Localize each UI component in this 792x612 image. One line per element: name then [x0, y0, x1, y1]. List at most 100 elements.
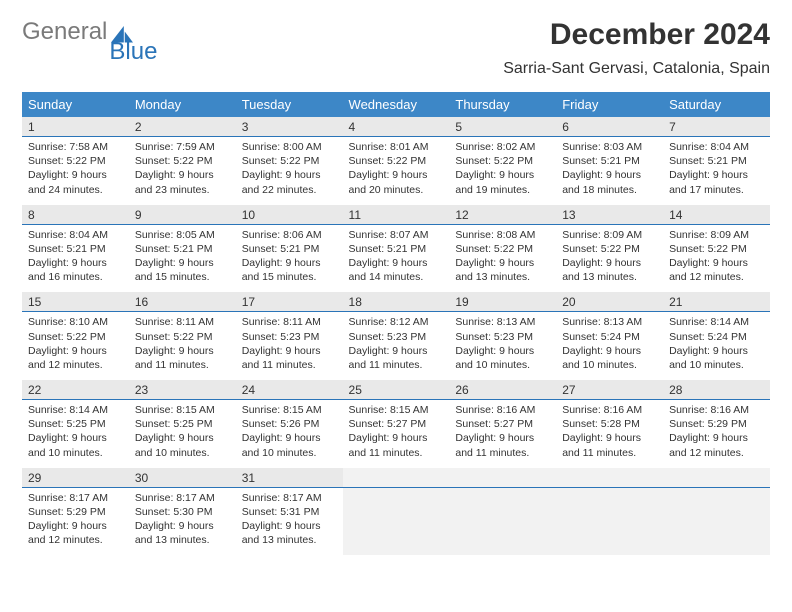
day-cell: Sunrise: 7:58 AMSunset: 5:22 PMDaylight:…	[22, 137, 129, 205]
sunrise-text: Sunrise: 8:15 AM	[242, 403, 337, 417]
sunset-text: Sunset: 5:26 PM	[242, 417, 337, 431]
day-number: 31	[236, 468, 343, 488]
day-cell	[556, 487, 663, 555]
sunset-text: Sunset: 5:22 PM	[28, 154, 123, 168]
sunset-text: Sunset: 5:21 PM	[669, 154, 764, 168]
day-number: 29	[22, 468, 129, 488]
sunset-text: Sunset: 5:24 PM	[669, 330, 764, 344]
sunset-text: Sunset: 5:22 PM	[349, 154, 444, 168]
daylight-line2: and 10 minutes.	[669, 358, 764, 372]
day-cell: Sunrise: 8:11 AMSunset: 5:22 PMDaylight:…	[129, 312, 236, 380]
day-number: 15	[22, 292, 129, 312]
daylight-line1: Daylight: 9 hours	[135, 431, 230, 445]
day-number: 23	[129, 380, 236, 400]
daylight-line2: and 12 minutes.	[28, 533, 123, 547]
sunset-text: Sunset: 5:22 PM	[28, 330, 123, 344]
daylight-line1: Daylight: 9 hours	[349, 168, 444, 182]
week-number-row: 1234567	[22, 117, 770, 137]
sunset-text: Sunset: 5:31 PM	[242, 505, 337, 519]
daylight-line1: Daylight: 9 hours	[455, 431, 550, 445]
daylight-line1: Daylight: 9 hours	[669, 431, 764, 445]
day-cell: Sunrise: 8:04 AMSunset: 5:21 PMDaylight:…	[22, 224, 129, 292]
day-number: 26	[449, 380, 556, 400]
daylight-line2: and 13 minutes.	[135, 533, 230, 547]
sunset-text: Sunset: 5:22 PM	[242, 154, 337, 168]
daylight-line1: Daylight: 9 hours	[669, 344, 764, 358]
daylight-line1: Daylight: 9 hours	[28, 431, 123, 445]
daylight-line2: and 17 minutes.	[669, 183, 764, 197]
sunrise-text: Sunrise: 8:14 AM	[28, 403, 123, 417]
day-cell: Sunrise: 8:03 AMSunset: 5:21 PMDaylight:…	[556, 137, 663, 205]
day-cell: Sunrise: 8:14 AMSunset: 5:25 PMDaylight:…	[22, 400, 129, 468]
daylight-line1: Daylight: 9 hours	[28, 256, 123, 270]
sunset-text: Sunset: 5:27 PM	[349, 417, 444, 431]
day-cell	[449, 487, 556, 555]
header: General Blue December 2024 Sarria-Sant G…	[22, 18, 770, 78]
day-header-row: SundayMondayTuesdayWednesdayThursdayFrid…	[22, 92, 770, 117]
day-number: 30	[129, 468, 236, 488]
sunrise-text: Sunrise: 8:16 AM	[669, 403, 764, 417]
daylight-line2: and 13 minutes.	[562, 270, 657, 284]
sunrise-text: Sunrise: 8:17 AM	[242, 491, 337, 505]
sunset-text: Sunset: 5:21 PM	[349, 242, 444, 256]
day-number: 22	[22, 380, 129, 400]
day-number: 5	[449, 117, 556, 137]
daylight-line1: Daylight: 9 hours	[135, 344, 230, 358]
day-header: Thursday	[449, 92, 556, 117]
daylight-line1: Daylight: 9 hours	[242, 168, 337, 182]
day-cell: Sunrise: 8:02 AMSunset: 5:22 PMDaylight:…	[449, 137, 556, 205]
day-header: Friday	[556, 92, 663, 117]
day-number: 18	[343, 292, 450, 312]
daylight-line2: and 12 minutes.	[669, 270, 764, 284]
day-cell: Sunrise: 8:17 AMSunset: 5:31 PMDaylight:…	[236, 487, 343, 555]
sunset-text: Sunset: 5:25 PM	[28, 417, 123, 431]
brand-part1: General	[22, 18, 107, 46]
sunrise-text: Sunrise: 8:09 AM	[562, 228, 657, 242]
sunset-text: Sunset: 5:23 PM	[455, 330, 550, 344]
daylight-line2: and 10 minutes.	[455, 358, 550, 372]
daylight-line2: and 12 minutes.	[28, 358, 123, 372]
sunset-text: Sunset: 5:25 PM	[135, 417, 230, 431]
daylight-line1: Daylight: 9 hours	[455, 256, 550, 270]
sunset-text: Sunset: 5:28 PM	[562, 417, 657, 431]
day-number: 19	[449, 292, 556, 312]
day-cell: Sunrise: 8:13 AMSunset: 5:23 PMDaylight:…	[449, 312, 556, 380]
daylight-line2: and 14 minutes.	[349, 270, 444, 284]
sunrise-text: Sunrise: 8:01 AM	[349, 140, 444, 154]
sunset-text: Sunset: 5:22 PM	[455, 154, 550, 168]
sunrise-text: Sunrise: 8:15 AM	[135, 403, 230, 417]
sunrise-text: Sunrise: 8:14 AM	[669, 315, 764, 329]
sunrise-text: Sunrise: 8:06 AM	[242, 228, 337, 242]
daylight-line1: Daylight: 9 hours	[562, 431, 657, 445]
daylight-line2: and 12 minutes.	[669, 446, 764, 460]
daylight-line2: and 11 minutes.	[562, 446, 657, 460]
day-number: 25	[343, 380, 450, 400]
week-detail-row: Sunrise: 8:17 AM Sunset: 5:29 PM Daylight:…	[22, 487, 770, 555]
sunrise-text: Sunrise: 8:16 AM	[562, 403, 657, 417]
sunrise-text: Sunrise: 8:11 AM	[135, 315, 230, 329]
daylight-line1: Daylight: 9 hours	[455, 344, 550, 358]
day-cell: Sunrise: 8:16 AMSunset: 5:27 PMDaylight:…	[449, 400, 556, 468]
sunset-text: Sunset: 5:27 PM	[455, 417, 550, 431]
day-cell: Sunrise: 8:11 AMSunset: 5:23 PMDaylight:…	[236, 312, 343, 380]
sunrise-text: Sunrise: 7:59 AM	[135, 140, 230, 154]
day-header: Tuesday	[236, 92, 343, 117]
day-cell	[663, 487, 770, 555]
sunset-text: Sunset: 5:21 PM	[242, 242, 337, 256]
day-number: 8	[22, 205, 129, 225]
sunset-text: Sunset: 5:29 PM	[28, 505, 123, 519]
daylight-line2: and 11 minutes.	[455, 446, 550, 460]
week-number-row: 891011121314	[22, 205, 770, 225]
day-number: 20	[556, 292, 663, 312]
daylight-line2: and 16 minutes.	[28, 270, 123, 284]
daylight-line2: and 15 minutes.	[242, 270, 337, 284]
daylight-line1: Daylight: 9 hours	[135, 519, 230, 533]
daylight-line1: Daylight: 9 hours	[349, 431, 444, 445]
day-number: 24	[236, 380, 343, 400]
daylight-line1: Daylight: 9 hours	[28, 344, 123, 358]
day-number: 11	[343, 205, 450, 225]
day-cell	[343, 487, 450, 555]
week-detail-row: Sunrise: 8:14 AMSunset: 5:25 PMDaylight:…	[22, 400, 770, 468]
daylight-line2: and 13 minutes.	[242, 533, 337, 547]
daylight-line1: Daylight: 9 hours	[562, 344, 657, 358]
